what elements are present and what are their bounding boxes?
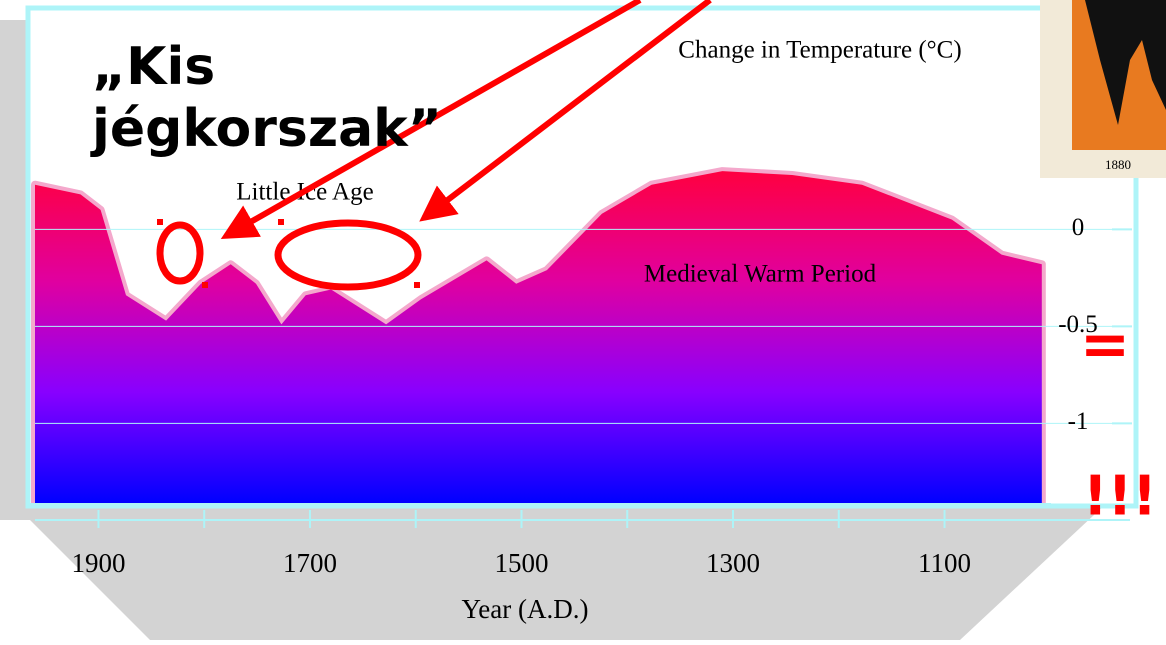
y-tick-label: 0 — [1072, 214, 1085, 241]
overlay-mark: !!! — [1083, 465, 1157, 528]
highlight-ellipse — [274, 219, 422, 291]
background-shape — [10, 500, 1110, 640]
marker-dot — [157, 219, 163, 225]
overlay-title: „Kis jégkorszak” — [92, 37, 442, 159]
chart-title: Change in Temperature (°C) — [678, 37, 961, 64]
x-tick-label: 1100 — [918, 548, 971, 578]
marker-dot — [202, 282, 208, 288]
arrow — [419, 0, 712, 222]
marker-dot — [278, 219, 284, 225]
highlight-ellipse — [156, 221, 204, 285]
plot-bottom-cover — [29, 503, 1051, 507]
x-tick-label: 1500 — [494, 548, 548, 578]
x-tick-label: 1700 — [283, 548, 337, 578]
y-tick-label: -0.5 — [1058, 311, 1098, 338]
annotation: Medieval Warm Period — [644, 261, 877, 288]
overlay-mark: = — [1080, 310, 1130, 380]
x-tick-label: 1300 — [706, 548, 760, 578]
arrow — [220, 0, 642, 239]
y-tick-label: -1 — [1068, 408, 1089, 435]
x-tick-label: 1900 — [71, 548, 125, 578]
inset-label: 1880 — [1105, 157, 1131, 172]
marker-dot — [414, 282, 420, 288]
area — [31, 167, 1046, 507]
inset-image — [1085, 0, 1166, 125]
x-axis-label: Year (A.D.) — [462, 594, 589, 624]
